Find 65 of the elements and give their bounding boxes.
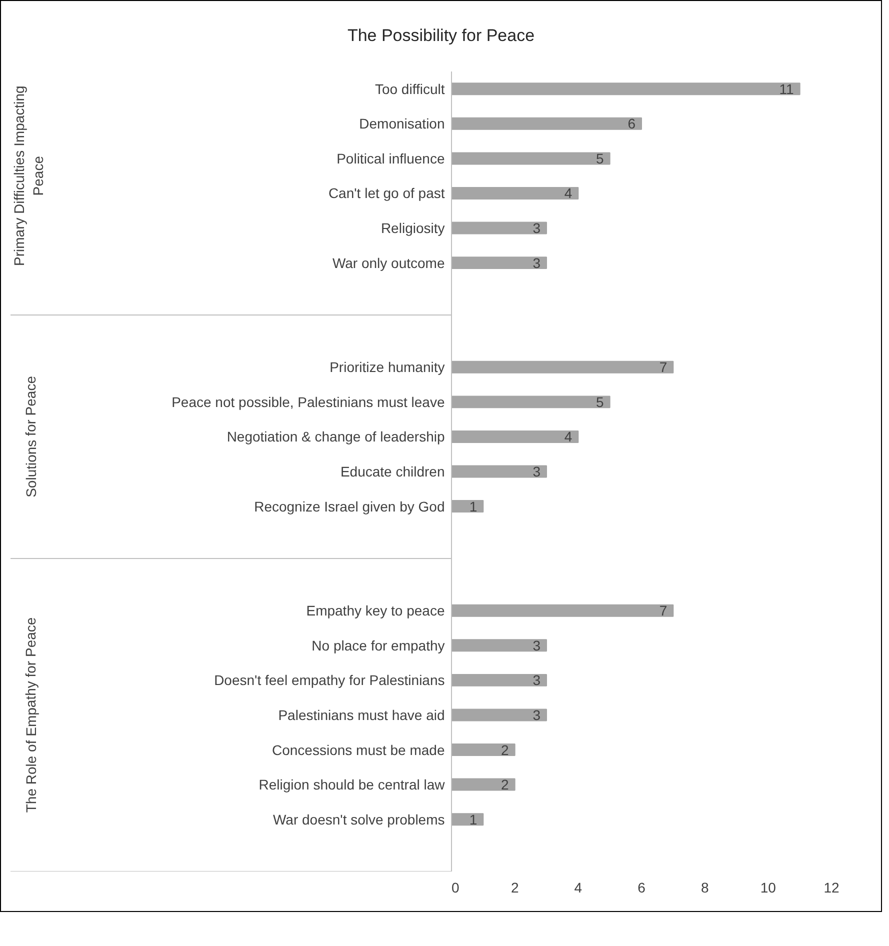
bar — [452, 82, 800, 96]
y-tick-label: Educate children — [340, 464, 445, 480]
bar — [452, 604, 674, 617]
x-tick-label: 4 — [574, 880, 582, 896]
bar — [452, 430, 579, 443]
data-label: 1 — [469, 811, 478, 828]
data-label: 3 — [532, 464, 541, 480]
y-tick-label: Concessions must be made — [272, 742, 445, 758]
y-tick-label: Empathy key to peace — [306, 602, 445, 619]
bar — [452, 778, 516, 791]
data-label: 2 — [501, 776, 510, 793]
data-label: 3 — [532, 672, 541, 688]
x-tick-label: 0 — [452, 880, 460, 896]
y-tick-label: Religion should be central law — [258, 776, 446, 793]
text: The Role of Empathy for Peace — [22, 617, 39, 813]
y-tick-label: Recognize Israel given by God — [254, 498, 445, 514]
y-tick-label: Negotiation & change of leadership — [226, 428, 445, 445]
bar — [452, 813, 484, 826]
bar — [452, 674, 547, 686]
bar — [452, 639, 547, 652]
data-label: 5 — [596, 394, 604, 410]
data-label: 2 — [501, 742, 510, 758]
data-label: 1 — [469, 498, 478, 514]
chart-title: The Possibility for Peace — [347, 25, 535, 47]
bar — [452, 500, 484, 513]
bar — [452, 465, 547, 478]
y-tick-label: Can't let go of past — [328, 185, 445, 202]
data-label: 7 — [659, 602, 668, 619]
y-tick-label: Palestinians must have aid — [278, 706, 445, 723]
data-label: 3 — [532, 637, 541, 654]
y-tick-label: No place for empathy — [312, 637, 445, 654]
x-tick-label: 2 — [510, 880, 519, 896]
bar — [452, 744, 516, 756]
bar — [452, 256, 547, 270]
y-tick-label: War only outcome — [332, 254, 445, 271]
y-tick-label: Too difficult — [374, 80, 445, 97]
data-label: 5 — [596, 150, 604, 166]
bar — [452, 187, 579, 200]
y-tick-label: Peace not possible, Palestinians must leave — [172, 394, 445, 410]
bar — [452, 360, 674, 374]
text: Primary Difficulties Impacting Peace — [10, 86, 46, 266]
data-label: 3 — [532, 220, 541, 236]
bar — [452, 117, 642, 130]
y-tick-label: Demonisation — [359, 116, 445, 132]
data-label: 4 — [564, 185, 572, 202]
bar — [452, 222, 547, 234]
x-tick-label: 10 — [760, 880, 776, 896]
y-tick-label: Political influence — [336, 150, 445, 166]
bar — [452, 152, 610, 165]
data-label: 11 — [779, 80, 794, 97]
x-tick-label: 12 — [824, 880, 840, 896]
y-tick-label: War doesn't solve problems — [272, 811, 445, 828]
y-tick-label: Doesn't feel empathy for Palestinians — [214, 672, 445, 688]
x-tick-label: 6 — [638, 880, 646, 896]
data-label: 3 — [532, 706, 541, 723]
data-label: 6 — [628, 116, 636, 132]
y-tick-label: Prioritize humanity — [330, 359, 445, 376]
data-label: 4 — [564, 428, 572, 445]
data-label: 7 — [659, 359, 668, 376]
x-tick-label: 8 — [700, 880, 709, 896]
text: Solutions for Peace — [22, 376, 39, 498]
data-label: 3 — [532, 254, 541, 271]
y-tick-label: Religiosity — [380, 220, 445, 236]
bar — [452, 396, 610, 408]
bar — [452, 708, 547, 722]
